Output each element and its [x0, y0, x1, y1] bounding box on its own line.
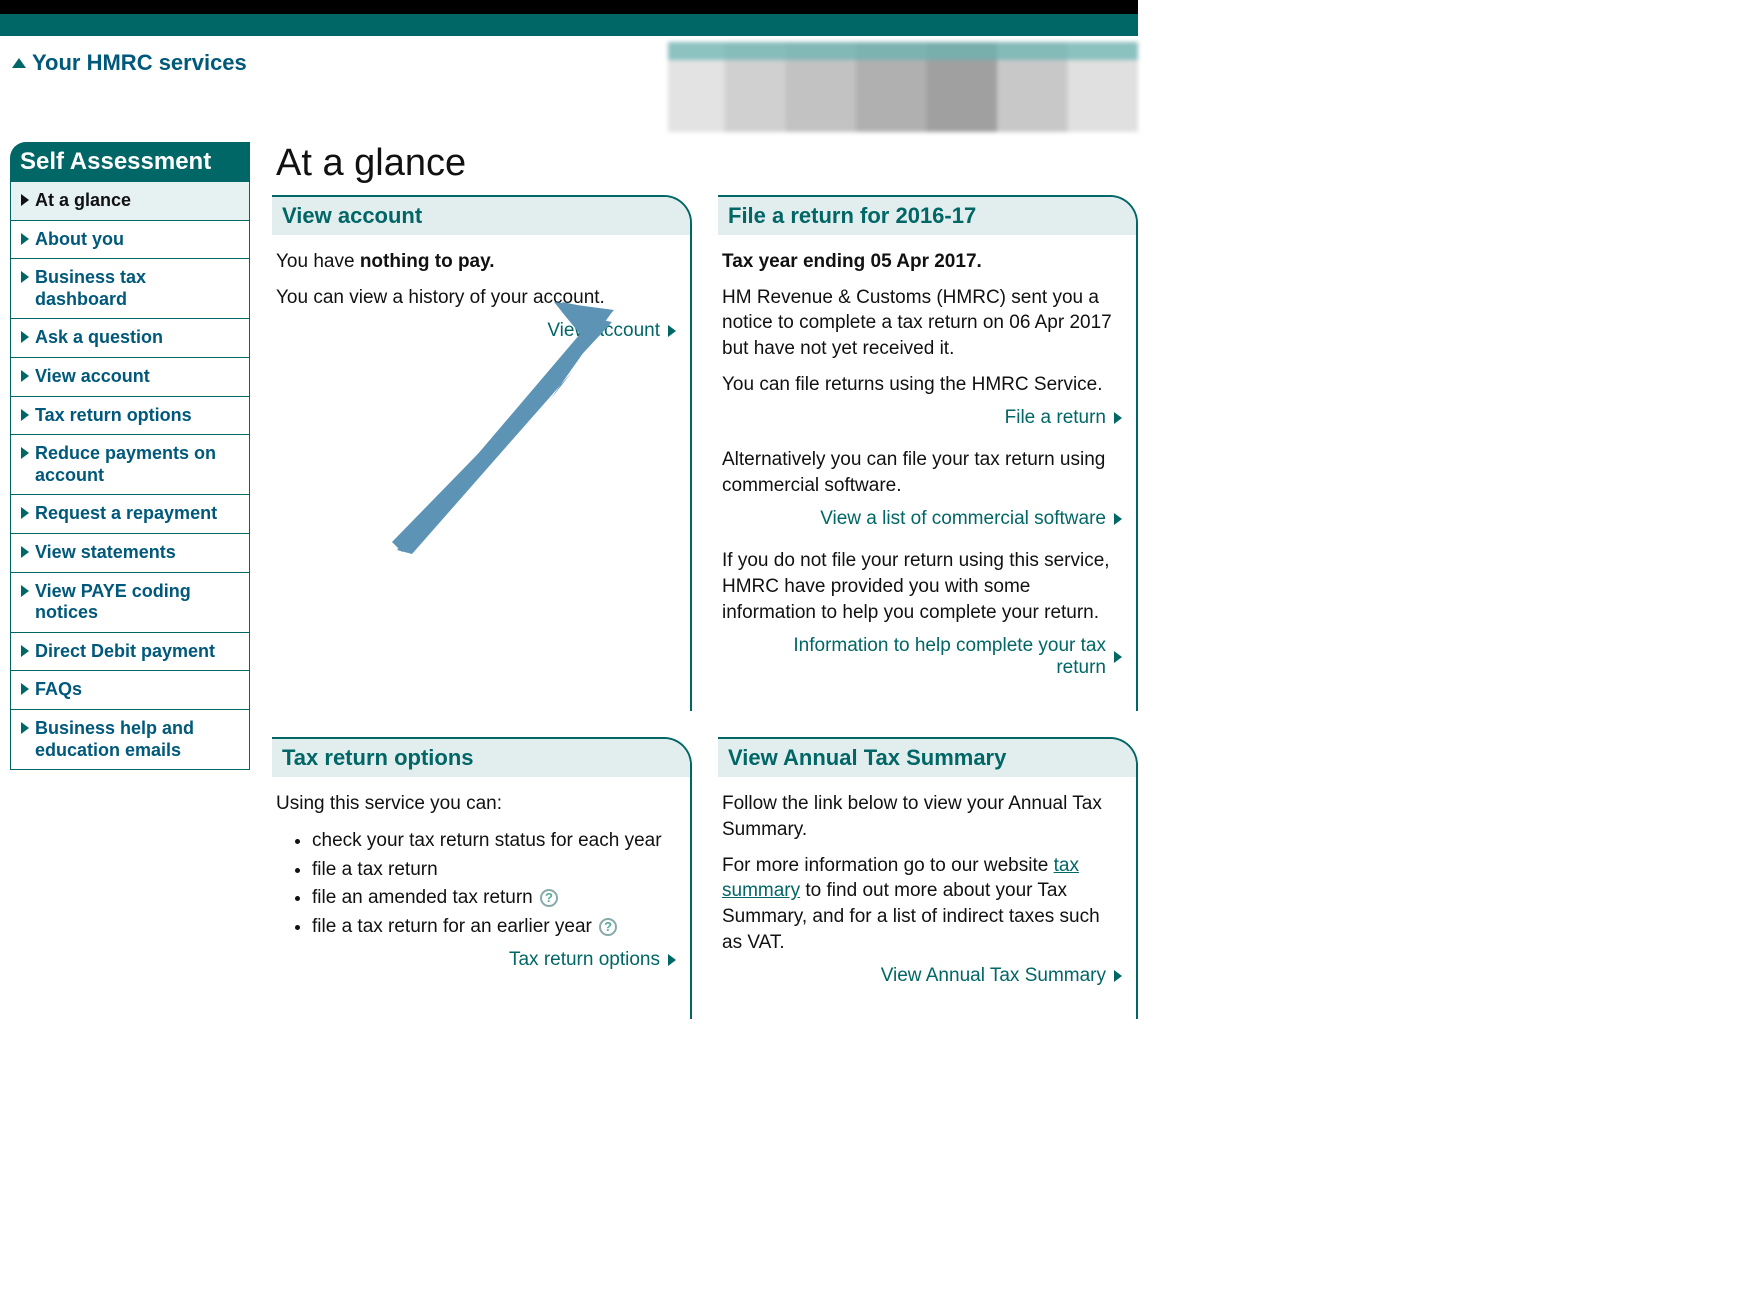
- text-bold: nothing to pay.: [360, 251, 495, 272]
- chevron-right-icon: [21, 331, 29, 343]
- sidebar-item-faqs[interactable]: FAQs: [10, 671, 250, 710]
- sidebar: Self Assessment At a glance About you Busi…: [10, 142, 250, 770]
- sidebar-item-about-you[interactable]: About you: [10, 221, 250, 260]
- text: You have: [276, 251, 360, 272]
- chevron-right-icon: [21, 194, 29, 206]
- sidebar-item-label: View PAYE coding notices: [35, 581, 239, 624]
- chevron-right-icon: [21, 370, 29, 382]
- chevron-right-icon: [21, 409, 29, 421]
- sidebar-item-label: View account: [35, 366, 150, 388]
- sidebar-item-at-a-glance[interactable]: At a glance: [10, 182, 250, 221]
- link-text: View Annual Tax Summary: [881, 965, 1106, 987]
- chevron-right-icon: [21, 233, 29, 245]
- chevron-right-icon: [1114, 970, 1122, 982]
- text: You can view a history of your account.: [276, 285, 676, 311]
- chevron-right-icon: [21, 271, 29, 283]
- panel-title: View Annual Tax Summary: [718, 739, 1136, 777]
- sidebar-item-view-statements[interactable]: View statements: [10, 534, 250, 573]
- chevron-right-icon: [21, 683, 29, 695]
- text: You can file returns using the HMRC Serv…: [722, 372, 1122, 398]
- text: Tax year ending 05 Apr 2017.: [722, 249, 1122, 275]
- file-a-return-link[interactable]: File a return: [722, 407, 1122, 429]
- link-text: Information to help complete your tax re…: [786, 635, 1106, 679]
- sidebar-item-label: Tax return options: [35, 405, 192, 427]
- sidebar-item-label: Direct Debit payment: [35, 641, 215, 663]
- main-content: At a glance View account You have nothin…: [272, 142, 1138, 1045]
- panel-title: Tax return options: [272, 739, 690, 777]
- your-hmrc-services-link[interactable]: Your HMRC services: [12, 50, 247, 76]
- chevron-right-icon: [21, 645, 29, 657]
- sidebar-item-label: Business tax dashboard: [35, 267, 239, 310]
- sidebar-item-label: View statements: [35, 542, 176, 564]
- view-annual-tax-summary-link[interactable]: View Annual Tax Summary: [722, 965, 1122, 987]
- sidebar-item-label: FAQs: [35, 679, 82, 701]
- chevron-right-icon: [21, 546, 29, 558]
- sidebar-item-business-help-and-education-emails[interactable]: Business help and education emails: [10, 710, 250, 770]
- help-icon[interactable]: ?: [540, 889, 558, 907]
- services-link-text: Your HMRC services: [32, 50, 247, 76]
- text: For more information go to our website t…: [722, 853, 1122, 956]
- sidebar-item-business-tax-dashboard[interactable]: Business tax dashboard: [10, 259, 250, 319]
- info-complete-return-link[interactable]: Information to help complete your tax re…: [722, 635, 1122, 679]
- link-text: Tax return options: [509, 949, 660, 971]
- panel-file-return: File a return for 2016-17 Tax year endin…: [718, 195, 1138, 711]
- chevron-right-icon: [1114, 412, 1122, 424]
- sidebar-item-request-a-repayment[interactable]: Request a repayment: [10, 495, 250, 534]
- text: Using this service you can:: [276, 791, 676, 817]
- sidebar-title: Self Assessment: [10, 142, 250, 182]
- sidebar-item-view-account[interactable]: View account: [10, 358, 250, 397]
- sidebar-item-label: At a glance: [35, 190, 131, 212]
- text: If you do not file your return using thi…: [722, 548, 1122, 625]
- sidebar-item-label: Ask a question: [35, 327, 163, 349]
- panel-title: File a return for 2016-17: [718, 197, 1136, 235]
- page-title: At a glance: [276, 142, 1138, 185]
- sidebar-item-label: Reduce payments on account: [35, 443, 239, 486]
- list-item: file a tax return for an earlier year ?: [312, 913, 676, 942]
- text: HM Revenue & Customs (HMRC) sent you a n…: [722, 285, 1122, 362]
- top-bar-black: [0, 0, 1138, 14]
- chevron-up-icon: [12, 58, 26, 68]
- list-item: check your tax return status for each ye…: [312, 827, 676, 856]
- sidebar-item-reduce-payments-on-account[interactable]: Reduce payments on account: [10, 435, 250, 495]
- panel-title: View account: [272, 197, 690, 235]
- chevron-right-icon: [1114, 651, 1122, 663]
- panel-tax-return-options: Tax return options Using this service yo…: [272, 737, 692, 1019]
- top-bar-teal: [0, 14, 1138, 36]
- sidebar-item-view-paye-coding-notices[interactable]: View PAYE coding notices: [10, 573, 250, 633]
- sidebar-item-tax-return-options[interactable]: Tax return options: [10, 397, 250, 436]
- sidebar-item-direct-debit-payment[interactable]: Direct Debit payment: [10, 633, 250, 672]
- help-icon[interactable]: ?: [599, 918, 617, 936]
- chevron-right-icon: [1114, 513, 1122, 525]
- chevron-right-icon: [668, 325, 676, 337]
- sidebar-item-ask-a-question[interactable]: Ask a question: [10, 319, 250, 358]
- text: For more information go to our website: [722, 855, 1054, 876]
- sidebar-item-label: Business help and education emails: [35, 718, 239, 761]
- text: Follow the link below to view your Annua…: [722, 791, 1122, 842]
- commercial-software-link[interactable]: View a list of commercial software: [722, 508, 1122, 530]
- sidebar-item-label: Request a repayment: [35, 503, 217, 525]
- tax-return-options-link[interactable]: Tax return options: [276, 949, 676, 971]
- sidebar-item-label: About you: [35, 229, 124, 251]
- panel-view-account: View account You have nothing to pay. Yo…: [272, 195, 692, 711]
- link-text: View a list of commercial software: [820, 508, 1106, 530]
- list-item: file a tax return: [312, 856, 676, 885]
- link-text: View account: [547, 320, 660, 342]
- chevron-right-icon: [668, 954, 676, 966]
- bullet-list: check your tax return status for each ye…: [312, 827, 676, 941]
- redacted-user-info: [668, 42, 1138, 132]
- chevron-right-icon: [21, 585, 29, 597]
- panel-annual-summary: View Annual Tax Summary Follow the link …: [718, 737, 1138, 1019]
- chevron-right-icon: [21, 507, 29, 519]
- text: Alternatively you can file your tax retu…: [722, 447, 1122, 498]
- list-item: file an amended tax return ?: [312, 884, 676, 913]
- bold-text: Tax year ending 05 Apr 2017.: [722, 251, 982, 272]
- chevron-right-icon: [21, 722, 29, 734]
- link-text: File a return: [1005, 407, 1106, 429]
- header: Your HMRC services: [0, 36, 1138, 132]
- status-text: You have nothing to pay.: [276, 249, 676, 275]
- view-account-link[interactable]: View account: [276, 320, 676, 342]
- chevron-right-icon: [21, 447, 29, 459]
